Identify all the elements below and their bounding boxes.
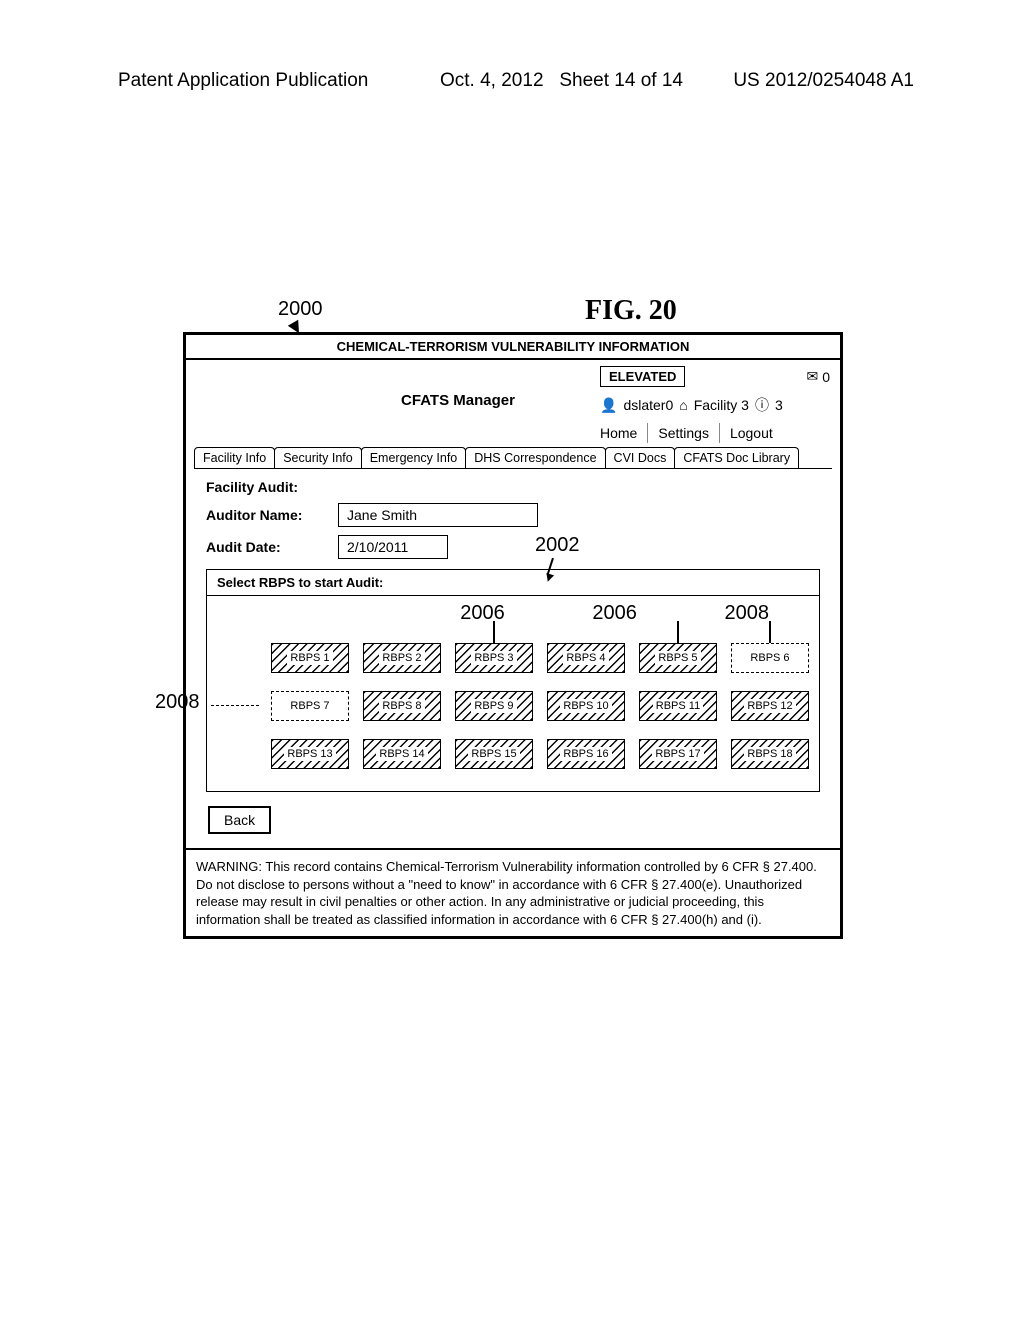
rbps-label: RBPS 4 [563,651,608,665]
tab-cfats-doc-library[interactable]: CFATS Doc Library [674,447,799,468]
rbps-label: RBPS 10 [560,699,611,713]
rbps-label: RBPS 11 [653,699,703,713]
ref-2006-b: 2006 [592,602,637,625]
rbps-label: RBPS 14 [376,747,427,761]
rbps-button-17[interactable]: RBPS 17 [639,739,717,769]
rbps-label: RBPS 7 [290,700,329,712]
username: dslater0 [623,397,673,413]
ref-numeral-2002: 2002 [535,534,580,557]
ref-lead-2008b [769,621,771,643]
window-header: CFATS Manager ELEVATED ✉ 0 👤 dslater0 ⌂ … [186,360,840,447]
rbps-button-18[interactable]: RBPS 18 [731,739,809,769]
form-area: Facility Audit: Auditor Name: Jane Smith… [186,479,840,848]
warning-text: WARNING: This record contains Chemical-T… [186,848,840,936]
rbps-button-1[interactable]: RBPS 1 [271,643,349,673]
ref-2008-b: 2008 [724,602,769,625]
rbps-label: RBPS 9 [471,699,516,713]
rbps-label: RBPS 3 [471,651,516,665]
back-button[interactable]: Back [208,806,271,834]
facility-badge: 3 [775,397,783,413]
panel-title: Select RBPS to start Audit: [207,570,819,596]
rbps-grid: 2008 RBPS 1RBPS 2RBPS 3RBPS 4RBPS 5RBPS … [207,625,819,791]
rbps-button-9[interactable]: RBPS 9 [455,691,533,721]
rbps-label: RBPS 16 [560,747,611,761]
user-icon: 👤 [600,397,617,414]
rbps-label: RBPS 6 [750,652,789,664]
info-icon: ⓘ [755,395,769,415]
rbps-label: RBPS 8 [379,699,424,713]
tab-facility-info[interactable]: Facility Info [194,447,275,468]
rbps-button-2[interactable]: RBPS 2 [363,643,441,673]
status-badge: ELEVATED [600,366,685,387]
tab-emergency-info[interactable]: Emergency Info [361,447,467,468]
facility-name: Facility 3 [694,397,749,413]
mail-icon[interactable]: ✉ [806,368,818,385]
figure-label: FIG. 20 [585,295,677,327]
tab-security-info[interactable]: Security Info [274,447,361,468]
rbps-label: RBPS 12 [744,699,795,713]
nav-settings[interactable]: Settings [647,423,719,443]
ref-2006-a: 2006 [460,602,505,625]
tab-dhs-correspondence[interactable]: DHS Correspondence [465,447,605,468]
rbps-button-10[interactable]: RBPS 10 [547,691,625,721]
ref-row-top: . 2006 2006 2008 [207,596,819,625]
rbps-label: RBPS 15 [468,747,519,761]
publication-left: Patent Application Publication [118,70,368,92]
ref-lead-2006b [677,621,679,643]
window-title: CHEMICAL-TERRORISM VULNERABILITY INFORMA… [186,335,840,360]
auditor-input[interactable]: Jane Smith [338,503,538,527]
rbps-label: RBPS 18 [744,747,795,761]
rbps-button-8[interactable]: RBPS 8 [363,691,441,721]
mail-count: 0 [822,369,830,385]
tab-cvi-docs[interactable]: CVI Docs [605,447,676,468]
publication-number: US 2012/0254048 A1 [733,70,914,92]
publication-date: Oct. 4, 2012 Sheet 14 of 14 [440,70,683,92]
ref-lead-2008 [211,705,259,706]
rbps-label: RBPS 17 [652,747,703,761]
rbps-button-14[interactable]: RBPS 14 [363,739,441,769]
app-window: CHEMICAL-TERRORISM VULNERABILITY INFORMA… [183,332,843,939]
home-icon: ⌂ [679,397,687,413]
ref-lead-2006a [493,621,495,643]
rbps-button-7[interactable]: RBPS 7 [271,691,349,721]
rbps-button-15[interactable]: RBPS 15 [455,739,533,769]
nav-logout[interactable]: Logout [719,423,783,443]
auditor-label: Auditor Name: [206,507,326,523]
rbps-button-11[interactable]: RBPS 11 [639,691,717,721]
rbps-button-5[interactable]: RBPS 5 [639,643,717,673]
tab-underline [194,468,832,469]
rbps-label: RBPS 13 [284,747,335,761]
audit-date-input[interactable]: 2/10/2011 [338,535,448,559]
tab-strip: Facility Info Security Info Emergency In… [186,447,840,468]
rbps-label: RBPS 2 [379,651,424,665]
rbps-button-6[interactable]: RBPS 6 [731,643,809,673]
rbps-button-16[interactable]: RBPS 16 [547,739,625,769]
nav-home[interactable]: Home [600,423,647,443]
rbps-label: RBPS 1 [287,651,332,665]
app-name: CFATS Manager [316,366,600,443]
rbps-button-3[interactable]: RBPS 3 [455,643,533,673]
section-label: Facility Audit: [206,479,326,495]
rbps-label: RBPS 5 [655,651,700,665]
rbps-button-4[interactable]: RBPS 4 [547,643,625,673]
rbps-panel: 2002 Select RBPS to start Audit: . 2006 … [206,569,820,792]
header-right-col: ELEVATED ✉ 0 👤 dslater0 ⌂ Facility 3 ⓘ 3… [600,366,830,443]
ref-numeral-2000: 2000 [278,298,323,321]
rbps-button-12[interactable]: RBPS 12 [731,691,809,721]
rbps-button-13[interactable]: RBPS 13 [271,739,349,769]
audit-date-label: Audit Date: [206,539,326,555]
ref-numeral-2008: 2008 [155,691,200,714]
